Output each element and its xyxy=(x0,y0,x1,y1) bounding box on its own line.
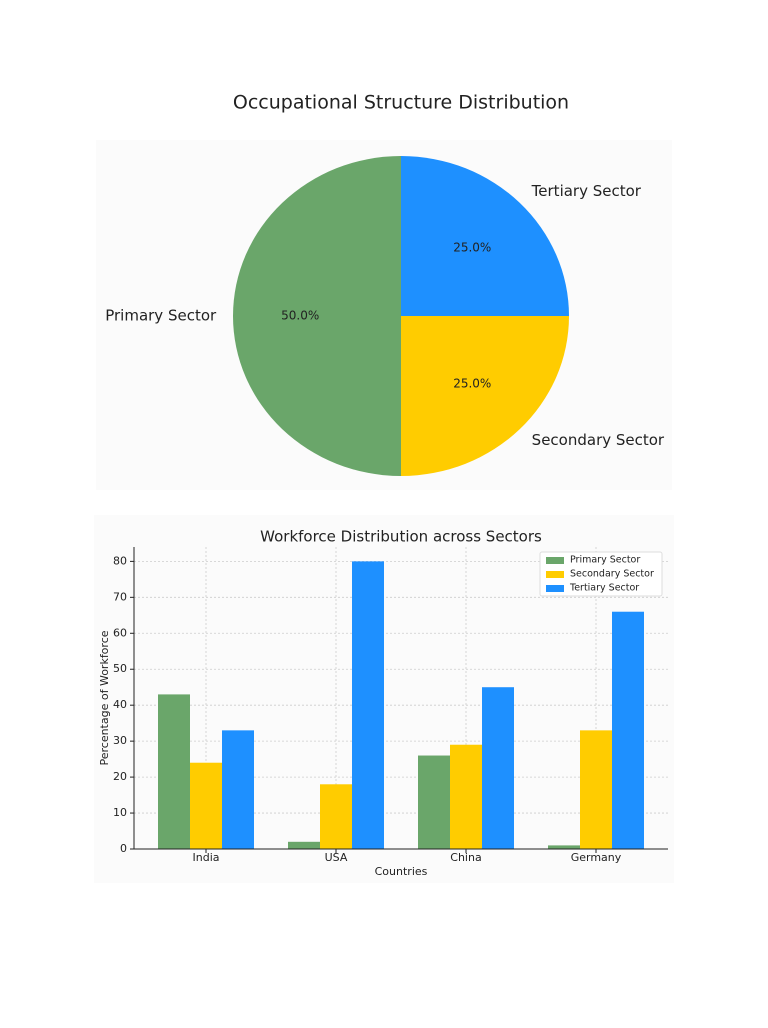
x-tick-label: Germany xyxy=(571,851,622,864)
bar xyxy=(352,561,384,849)
legend-swatch xyxy=(546,585,564,592)
bar xyxy=(288,841,320,849)
x-axis-label: Countries xyxy=(375,865,428,878)
slice-label: Tertiary Sector xyxy=(531,182,642,200)
y-tick-label: 70 xyxy=(113,590,127,603)
legend-swatch xyxy=(546,571,564,578)
bar xyxy=(580,730,612,849)
legend-label: Tertiary Sector xyxy=(569,583,639,594)
legend-box xyxy=(539,551,663,597)
pie-slice xyxy=(233,156,401,476)
axes-frame xyxy=(133,547,668,850)
legend-swatch xyxy=(546,557,564,564)
y-tick-label: 40 xyxy=(113,698,127,711)
y-tick-label: 50 xyxy=(113,662,127,675)
y-tick-label: 20 xyxy=(113,770,127,783)
slice-label: Secondary Sector xyxy=(532,431,665,449)
chart-title: Workforce Distribution across Sectors xyxy=(260,528,542,546)
bar xyxy=(158,694,190,849)
y-tick-label: 0 xyxy=(120,842,127,855)
value-label: 25.0% xyxy=(453,241,491,255)
bar xyxy=(320,784,352,849)
bar xyxy=(612,611,644,849)
bar xyxy=(482,687,514,849)
x-tick-label: USA xyxy=(325,851,348,864)
y-tick-label: 30 xyxy=(113,734,127,747)
x-tick-label: China xyxy=(450,851,481,864)
chart-title: Occupational Structure Distribution xyxy=(233,92,569,114)
pie-slice xyxy=(401,316,569,476)
y-tick-label: 10 xyxy=(113,806,127,819)
legend-label: Primary Sector xyxy=(570,555,640,566)
bar xyxy=(418,755,450,849)
bar xyxy=(222,730,254,849)
value-label: 25.0% xyxy=(453,376,491,390)
x-tick-label: India xyxy=(193,851,220,864)
pie-slice xyxy=(401,156,569,316)
bar xyxy=(548,845,580,849)
y-tick-label: 80 xyxy=(113,554,127,567)
slice-label: Primary Sector xyxy=(105,307,217,325)
value-label: 50.0% xyxy=(281,309,319,323)
bar xyxy=(190,762,222,849)
y-axis-label: Percentage of Workforce xyxy=(98,630,111,765)
legend-label: Secondary Sector xyxy=(570,569,654,580)
bar xyxy=(450,744,482,849)
y-tick-label: 60 xyxy=(113,626,127,639)
